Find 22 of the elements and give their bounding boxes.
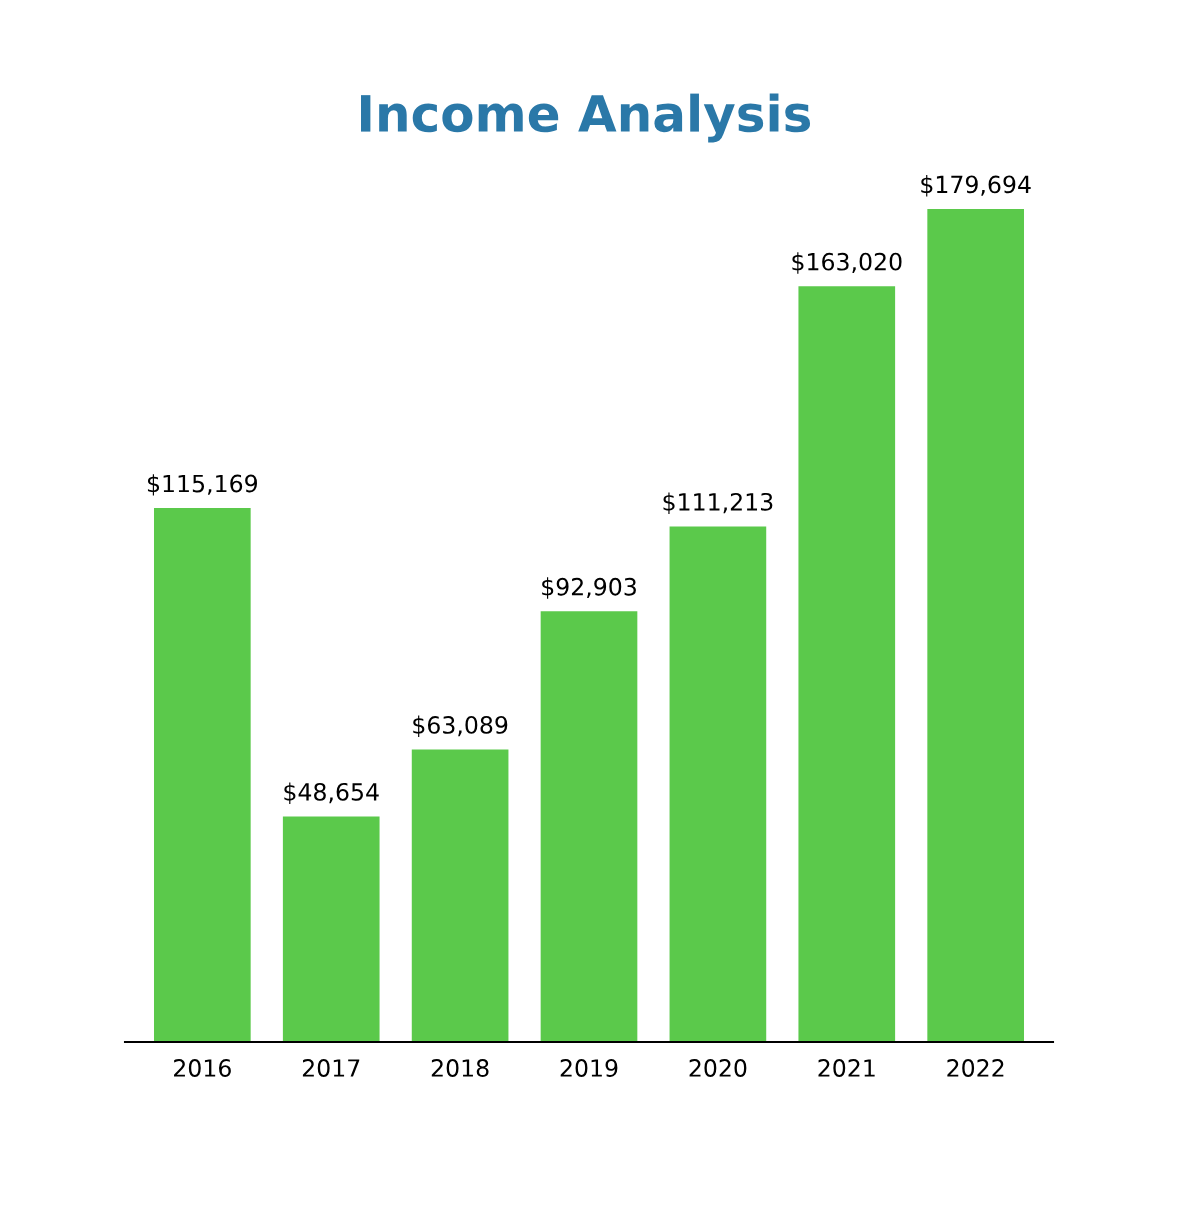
data-label: $115,169 [147, 474, 257, 496]
x-tick-label: 2017 [302, 1059, 360, 1077]
data-label: $111,213 [663, 492, 773, 514]
bar [927, 209, 1024, 1042]
bar [411, 749, 509, 1042]
data-label: $163,020 [792, 252, 902, 274]
x-tick-label: 2022 [947, 1059, 1004, 1077]
x-tick-label: 2020 [689, 1059, 747, 1077]
data-label: $48,654 [284, 782, 379, 804]
x-tick-label: 2019 [560, 1059, 618, 1077]
chart-title: Income Analysis [360, 93, 811, 143]
data-label: $179,694 [921, 175, 1031, 197]
bar [669, 526, 767, 1042]
x-tick-label: 2016 [174, 1059, 231, 1077]
bar [798, 286, 896, 1042]
bar [282, 816, 380, 1042]
data-label: $63,089 [413, 715, 508, 737]
data-label: $92,903 [542, 577, 636, 599]
bar [540, 611, 638, 1042]
x-tick-label: 2018 [431, 1059, 489, 1077]
bar [154, 508, 251, 1042]
x-tick-label: 2021 [818, 1059, 875, 1077]
